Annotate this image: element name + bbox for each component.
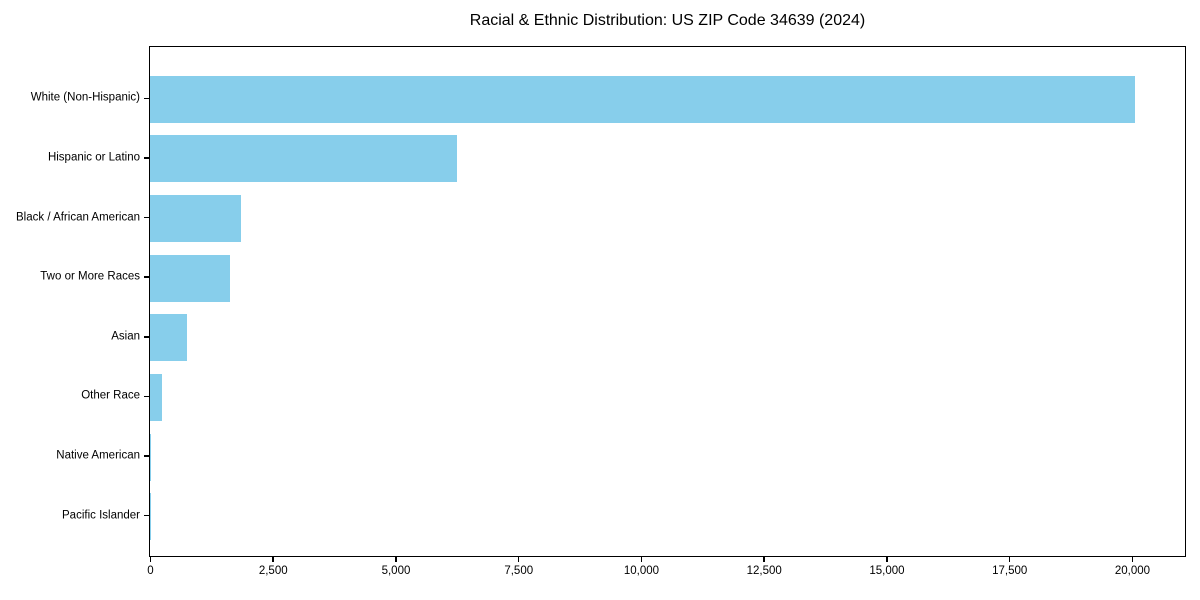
- y-axis-label: Two or More Races: [40, 270, 140, 283]
- x-axis-tick: [640, 557, 643, 562]
- y-axis-tick: [144, 216, 149, 219]
- x-axis-tick-label: 15,000: [869, 565, 905, 577]
- bar-hispanic-or-latino: [150, 135, 458, 183]
- plot-area: [149, 46, 1186, 557]
- x-axis-tick: [149, 557, 152, 562]
- y-axis-label: Other Race: [81, 389, 140, 402]
- x-axis-tick-label: 12,500: [746, 565, 782, 577]
- bar-asian: [150, 314, 187, 362]
- x-axis-tick: [763, 557, 765, 562]
- y-axis-tick: [144, 97, 149, 100]
- y-axis-tick: [144, 395, 149, 398]
- y-axis-tick: [144, 455, 149, 457]
- y-axis-label: Black / African American: [16, 210, 140, 223]
- x-axis-tick: [272, 557, 274, 562]
- x-axis-tick-label: 7,500: [504, 565, 534, 577]
- bar-black-african-american: [150, 195, 242, 243]
- x-axis-tick-label: 5,000: [381, 565, 411, 577]
- y-axis-tick: [144, 514, 149, 517]
- chart-title: Racial & Ethnic Distribution: US ZIP Cod…: [469, 12, 866, 29]
- y-axis-label: Pacific Islander: [62, 508, 140, 521]
- y-axis-label: Hispanic or Latino: [47, 151, 140, 164]
- x-axis-tick-label: 0: [147, 565, 154, 577]
- x-axis-tick-label: 17,500: [992, 565, 1028, 577]
- y-axis-label: White (Non-Hispanic): [30, 91, 140, 104]
- bar-two-or-more-races: [150, 254, 230, 302]
- y-axis-tick: [144, 336, 149, 338]
- x-axis-tick-label: 20,000: [1114, 565, 1151, 577]
- x-axis-tick: [1131, 557, 1134, 562]
- bar-native-american: [150, 433, 152, 481]
- y-axis-tick: [144, 157, 149, 159]
- x-axis-tick-label: 10,000: [623, 565, 660, 577]
- x-axis-tick: [1008, 557, 1011, 562]
- y-axis-label: Asian: [111, 330, 140, 343]
- y-axis-label: Native American: [56, 449, 140, 462]
- x-axis-tick: [886, 557, 888, 562]
- x-axis-tick: [395, 557, 397, 562]
- x-axis-tick-label: 2,500: [258, 565, 288, 577]
- y-axis-tick: [144, 276, 149, 278]
- x-axis-tick: [517, 557, 520, 562]
- bar-white-non-hispanic: [150, 75, 1135, 123]
- bar-other-race: [150, 373, 163, 421]
